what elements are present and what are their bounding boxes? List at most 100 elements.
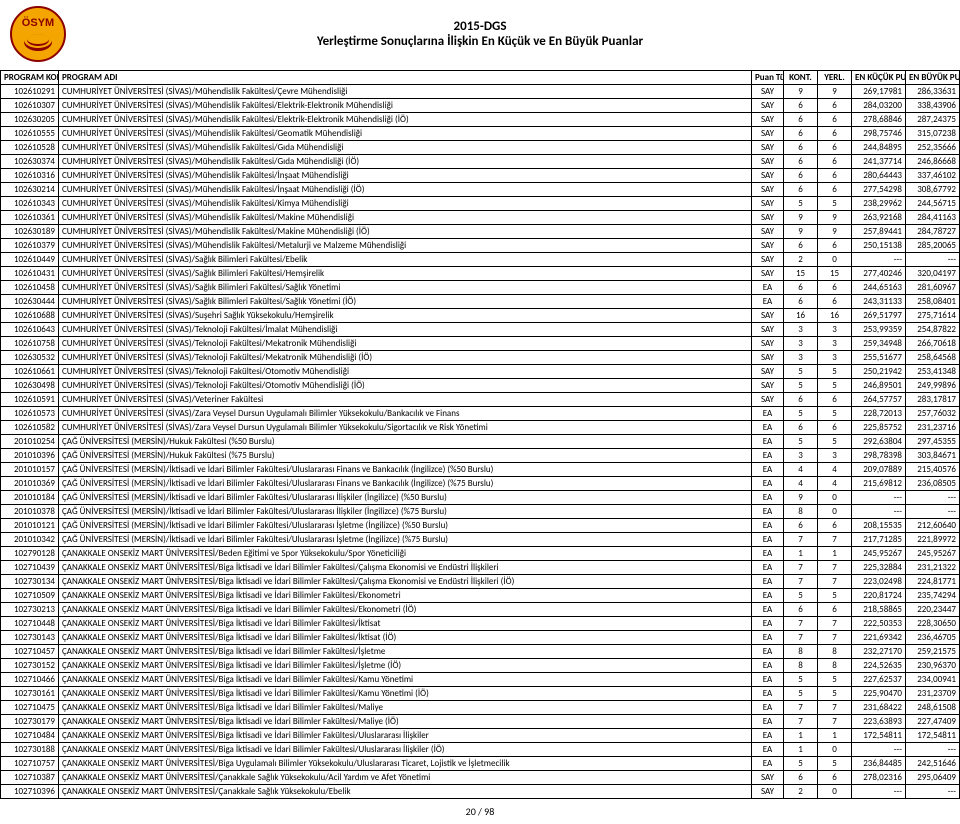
cell: ÇAĞ ÜNİVERSİTESİ (MERSİN)/İktisadi ve İd…: [59, 477, 752, 491]
cell: 222,50353: [852, 617, 906, 631]
cell: 7: [818, 715, 852, 729]
cell: EA: [752, 743, 784, 757]
cell: 102710448: [1, 617, 59, 631]
cell: CUMHURİYET ÜNİVERSİTESİ (SİVAS)/Zara Vey…: [59, 421, 752, 435]
cell: 102610661: [1, 365, 59, 379]
cell: 3: [818, 337, 852, 351]
cell: 277,54298: [852, 183, 906, 197]
cell: 257,76032: [906, 407, 960, 421]
cell: 0: [818, 743, 852, 757]
cell: 102630189: [1, 225, 59, 239]
table-row: 201010369ÇAĞ ÜNİVERSİTESİ (MERSİN)/İktis…: [1, 477, 960, 491]
cell: 6: [784, 169, 818, 183]
report-title-1: 2015-DGS: [10, 19, 950, 34]
cell: 201010342: [1, 533, 59, 547]
cell: 102610431: [1, 267, 59, 281]
cell: ÇANAKKALE ONSEKİZ MART ÜNİVERSİTESİ/Biga…: [59, 715, 752, 729]
cell: 102610379: [1, 239, 59, 253]
cell: 244,65163: [852, 281, 906, 295]
cell: 102610458: [1, 281, 59, 295]
cell: EA: [752, 519, 784, 533]
cell: EA: [752, 477, 784, 491]
cell: ---: [852, 253, 906, 267]
cell: 102710387: [1, 771, 59, 785]
col-yerl: YERL.: [818, 71, 852, 85]
cell: 102610573: [1, 407, 59, 421]
table-row: 201010121ÇAĞ ÜNİVERSİTESİ (MERSİN)/İktis…: [1, 519, 960, 533]
cell: CUMHURİYET ÜNİVERSİTESİ (SİVAS)/Teknoloj…: [59, 337, 752, 351]
cell: 6: [818, 113, 852, 127]
cell: ÇANAKKALE ONSEKİZ MART ÜNİVERSİTESİ/Biga…: [59, 743, 752, 757]
cell: 102630374: [1, 155, 59, 169]
table-row: 102630205CUMHURİYET ÜNİVERSİTESİ (SİVAS)…: [1, 113, 960, 127]
cell: 102630444: [1, 295, 59, 309]
cell: 16: [784, 309, 818, 323]
cell: SAY: [752, 771, 784, 785]
cell: 338,43906: [906, 99, 960, 113]
cell: 258,64568: [906, 351, 960, 365]
cell: 1: [784, 743, 818, 757]
cell: CUMHURİYET ÜNİVERSİTESİ (SİVAS)/Teknoloj…: [59, 323, 752, 337]
cell: 3: [818, 323, 852, 337]
cell: EA: [752, 435, 784, 449]
cell: CUMHURİYET ÜNİVERSİTESİ (SİVAS)/Zara Vey…: [59, 407, 752, 421]
cell: 255,51677: [852, 351, 906, 365]
cell: 236,46705: [906, 631, 960, 645]
cell: 2: [784, 253, 818, 267]
cell: 102730179: [1, 715, 59, 729]
cell: 217,71285: [852, 533, 906, 547]
table-row: 102610582CUMHURİYET ÜNİVERSİTESİ (SİVAS)…: [1, 421, 960, 435]
cell: CUMHURİYET ÜNİVERSİTESİ (SİVAS)/Sağlık B…: [59, 295, 752, 309]
cell: 278,02316: [852, 771, 906, 785]
cell: 102630205: [1, 113, 59, 127]
cell: 6: [784, 603, 818, 617]
cell: EA: [752, 547, 784, 561]
cell: 8: [818, 659, 852, 673]
cell: 8: [818, 645, 852, 659]
cell: 201010184: [1, 491, 59, 505]
cell: 7: [818, 533, 852, 547]
cell: 5: [784, 197, 818, 211]
table-row: 102630532CUMHURİYET ÜNİVERSİTESİ (SİVAS)…: [1, 351, 960, 365]
cell: 269,51797: [852, 309, 906, 323]
cell: ÇANAKKALE ONSEKİZ MART ÜNİVERSİTESİ/Biga…: [59, 729, 752, 743]
table-row: 201010184ÇAĞ ÜNİVERSİTESİ (MERSİN)/İktis…: [1, 491, 960, 505]
cell: 292,63804: [852, 435, 906, 449]
col-kont: KONT.: [784, 71, 818, 85]
cell: 6: [784, 183, 818, 197]
cell: CUMHURİYET ÜNİVERSİTESİ (SİVAS)/Mühendis…: [59, 85, 752, 99]
cell: CUMHURİYET ÜNİVERSİTESİ (SİVAS)/Teknoloj…: [59, 351, 752, 365]
cell: 218,58865: [852, 603, 906, 617]
cell: 286,33631: [906, 85, 960, 99]
programs-table: PROGRAM KODU PROGRAM ADI Puan Türü KONT.…: [0, 70, 960, 799]
cell: 5: [784, 379, 818, 393]
cell: 7: [784, 715, 818, 729]
cell: 277,40246: [852, 267, 906, 281]
cell: 4: [784, 463, 818, 477]
cell: CUMHURİYET ÜNİVERSİTESİ (SİVAS)/Suşehri …: [59, 309, 752, 323]
table-row: 102610343CUMHURİYET ÜNİVERSİTESİ (SİVAS)…: [1, 197, 960, 211]
cell: EA: [752, 491, 784, 505]
cell: 259,21575: [906, 645, 960, 659]
cell: 102710457: [1, 645, 59, 659]
table-row: 102710466ÇANAKKALE ONSEKİZ MART ÜNİVERSİ…: [1, 673, 960, 687]
cell: EA: [752, 687, 784, 701]
cell: EA: [752, 673, 784, 687]
cell: EA: [752, 561, 784, 575]
cell: EA: [752, 659, 784, 673]
cell: EA: [752, 505, 784, 519]
table-row: 201010342ÇAĞ ÜNİVERSİTESİ (MERSİN)/İktis…: [1, 533, 960, 547]
cell: CUMHURİYET ÜNİVERSİTESİ (SİVAS)/Mühendis…: [59, 127, 752, 141]
cell: CUMHURİYET ÜNİVERSİTESİ (SİVAS)/Mühendis…: [59, 141, 752, 155]
cell: 284,78727: [906, 225, 960, 239]
cell: 220,23447: [906, 603, 960, 617]
cell: 5: [784, 757, 818, 771]
cell: ---: [906, 785, 960, 799]
cell: 7: [818, 631, 852, 645]
cell: 102610316: [1, 169, 59, 183]
cell: 7: [818, 561, 852, 575]
cell: 5: [784, 365, 818, 379]
cell: CUMHURİYET ÜNİVERSİTESİ (SİVAS)/Mühendis…: [59, 183, 752, 197]
table-row: 102710448ÇANAKKALE ONSEKİZ MART ÜNİVERSİ…: [1, 617, 960, 631]
cell: 102790128: [1, 547, 59, 561]
